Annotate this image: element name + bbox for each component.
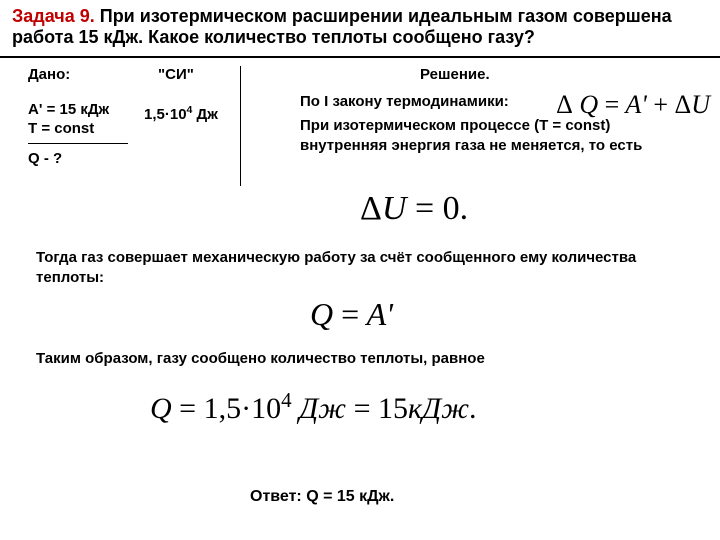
answer-line: Ответ: Q = 15 кДж.: [250, 488, 394, 506]
task-statement: При изотермическом расширении идеальным …: [12, 6, 672, 47]
conclusion-text: Таким образом, газу сообщено количество …: [36, 350, 676, 367]
given-label: Дано:: [28, 66, 128, 83]
given-block: Дано: "СИ" A' = 15 кДж 1,5·104 Дж T = co…: [28, 66, 128, 169]
formula-delta-u: ΔU = 0.: [360, 190, 468, 228]
formula-first-law: Δ Q = A' + ΔU: [556, 90, 710, 120]
formula-q-equals-a: Q = A': [310, 296, 393, 333]
solution-block: Решение. По I закону термодинамики: Δ Q …: [300, 66, 700, 159]
given-find: Q - ?: [28, 150, 128, 167]
given-work: A' = 15 кДж: [28, 101, 128, 118]
isothermal-text: При изотермическом процессе (T = const) …: [300, 116, 700, 155]
formula-final: Q = 1,5·104 Дж = 15кДж.: [150, 388, 477, 426]
given-temp: T = const: [28, 120, 128, 137]
vertical-divider: [240, 66, 241, 186]
content-area: Дано: "СИ" A' = 15 кДж 1,5·104 Дж T = co…: [0, 58, 720, 72]
si-value: 1,5·104 Дж: [144, 104, 218, 123]
si-label: "СИ": [158, 66, 194, 83]
given-divider: [28, 143, 128, 144]
solution-title: Решение.: [420, 66, 700, 83]
work-heat-text: Тогда газ совершает механическую работу …: [36, 248, 676, 289]
task-number: Задача 9.: [12, 6, 95, 26]
problem-header: Задача 9. При изотермическом расширении …: [0, 0, 720, 58]
